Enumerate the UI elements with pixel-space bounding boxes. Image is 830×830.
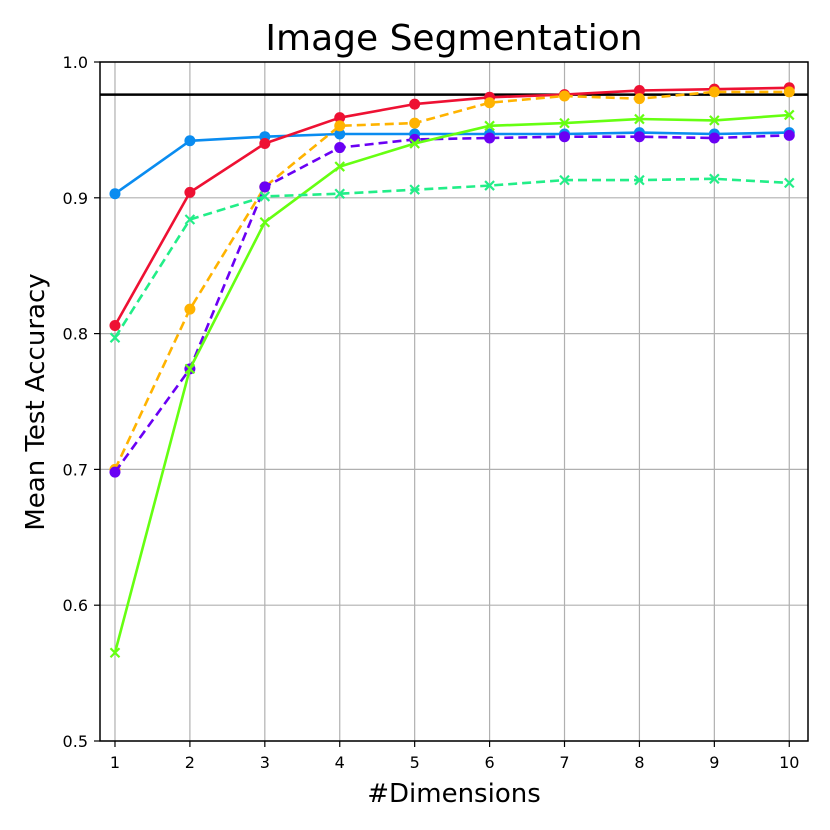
data-point — [709, 173, 720, 185]
data-point — [484, 132, 496, 144]
data-point — [334, 142, 346, 154]
y-tick-label: 0.7 — [63, 460, 88, 479]
data-point — [259, 216, 271, 228]
data-point — [409, 184, 420, 195]
data-point — [184, 186, 196, 198]
x-tick-label: 8 — [634, 753, 644, 772]
chart-title: Image Segmentation — [265, 18, 642, 59]
y-tick-label: 0.9 — [63, 189, 88, 208]
y-tick-label: 0.8 — [63, 325, 88, 344]
x-tick-label: 6 — [484, 753, 494, 772]
data-point — [633, 85, 645, 97]
data-point — [783, 109, 795, 121]
data-point — [484, 180, 495, 191]
data-point — [184, 303, 196, 315]
data-point — [409, 117, 421, 129]
data-point — [634, 174, 645, 186]
data-point — [409, 138, 420, 149]
series-line — [113, 177, 790, 339]
x-tick-label: 7 — [559, 753, 569, 772]
x-tick-label: 2 — [185, 753, 195, 772]
data-point — [783, 86, 795, 98]
data-point — [109, 319, 121, 331]
data-point — [334, 120, 346, 132]
data-point — [184, 214, 196, 225]
series-line — [113, 90, 790, 470]
data-point — [109, 332, 121, 343]
x-tick-label: 3 — [260, 753, 270, 772]
y-tick-label: 0.6 — [63, 596, 88, 615]
data-point — [633, 93, 645, 105]
grid — [100, 61, 808, 742]
series-3 — [109, 86, 795, 475]
series-group — [109, 82, 795, 659]
data-point — [559, 117, 570, 129]
x-axis-label: #Dimensions — [367, 779, 541, 809]
data-point — [109, 466, 121, 478]
data-point — [559, 174, 570, 186]
series-line — [113, 86, 790, 327]
data-point — [184, 363, 196, 375]
series-6 — [109, 173, 795, 343]
data-point — [334, 128, 346, 140]
data-point — [109, 647, 121, 659]
data-point — [559, 131, 571, 143]
data-point — [259, 191, 271, 202]
x-tick-label: 10 — [779, 753, 799, 772]
data-point — [109, 188, 121, 200]
x-tick-label: 9 — [709, 753, 719, 772]
data-point — [409, 98, 421, 110]
series-5 — [109, 109, 795, 659]
data-point — [783, 177, 795, 189]
data-point — [708, 86, 720, 98]
y-tick-label: 0.5 — [63, 732, 88, 751]
data-point — [709, 115, 720, 126]
x-tick-label: 5 — [410, 753, 420, 772]
series-line — [113, 134, 790, 473]
data-point — [334, 112, 346, 124]
series-4 — [109, 129, 795, 478]
data-point — [334, 188, 346, 200]
data-point — [259, 181, 271, 193]
data-point — [634, 113, 645, 125]
ticks: 1 2 3 4 5 6 7 8 9 10 0.5 0.6 0.7 0.8 0.9 1.0 — [63, 53, 800, 772]
data-point — [708, 132, 720, 144]
series-line — [114, 131, 790, 195]
data-point — [334, 161, 346, 172]
data-point — [633, 131, 645, 143]
plot-frame — [99, 61, 809, 742]
data-point — [559, 90, 571, 102]
x-tick-label: 4 — [335, 753, 345, 772]
data-point — [184, 135, 196, 147]
data-point — [783, 129, 795, 141]
data-point — [484, 97, 496, 109]
data-point — [484, 120, 495, 132]
x-tick-label: 1 — [110, 753, 120, 772]
series-line — [113, 113, 790, 654]
y-axis-label: Mean Test Accuracy — [21, 273, 51, 530]
y-tick-label: 1.0 — [63, 53, 88, 72]
data-point — [259, 137, 271, 149]
